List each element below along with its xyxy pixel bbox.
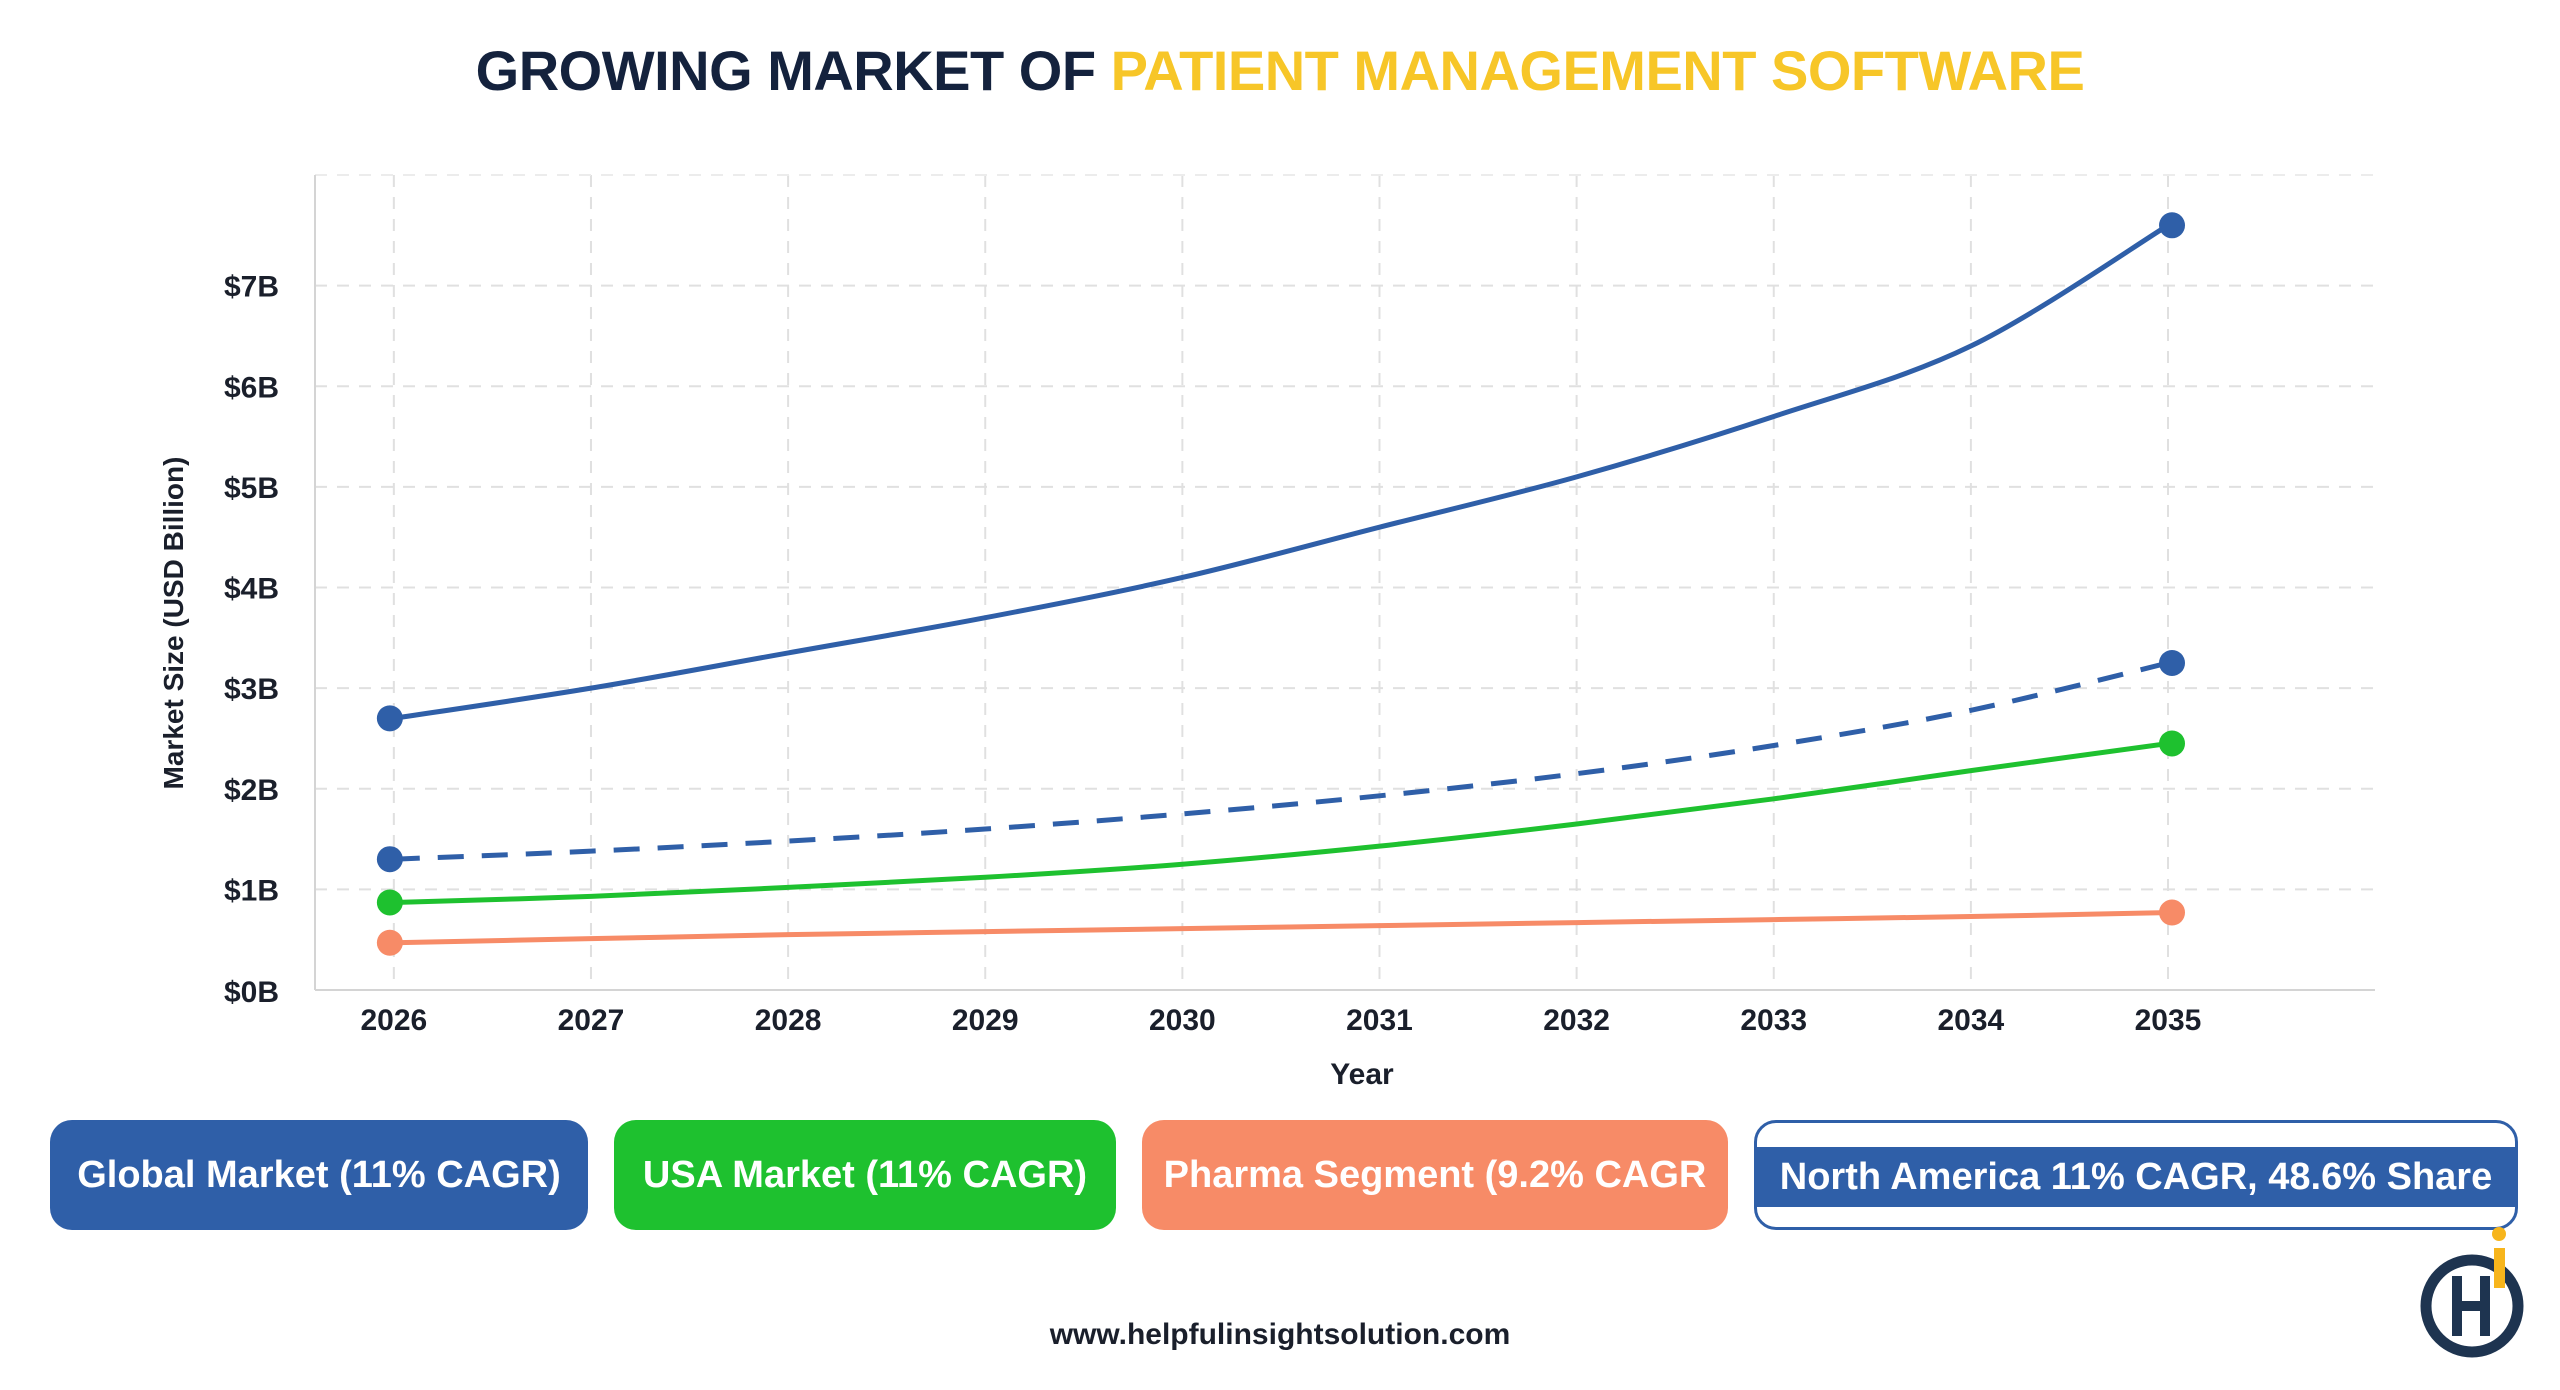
x-axis-label: Year <box>1330 1058 1394 1091</box>
series-lines <box>391 222 2171 946</box>
series-line-1 <box>393 660 2169 862</box>
x-tick-label: 2028 <box>755 1004 822 1037</box>
series-markers <box>376 212 2186 956</box>
data-point-marker <box>2159 899 2186 926</box>
data-point-marker <box>2159 730 2186 757</box>
x-tick-label: 2027 <box>558 1004 625 1037</box>
hi-brand-logo-icon <box>2420 1227 2524 1358</box>
data-point-marker <box>376 929 403 956</box>
y-tick-label: $5B <box>224 472 279 505</box>
y-tick-label: $3B <box>224 673 279 706</box>
y-tick-label: $0B <box>224 976 279 1009</box>
y-axis-label: Market Size (USD Billion) <box>158 457 189 790</box>
grid <box>315 174 2375 990</box>
y-tick-label: $4B <box>224 573 279 606</box>
y-tick-label: $7B <box>224 271 279 304</box>
legend-north-america-label: North America 11% CAGR, 48.6% Share <box>1757 1147 2515 1207</box>
x-tick-label: 2032 <box>1543 1004 1610 1037</box>
footer-url: www.helpfulinsightsolution.com <box>1049 1318 1511 1351</box>
legend-north-america: North America 11% CAGR, 48.6% Share <box>1754 1120 2518 1230</box>
data-point-marker <box>376 889 403 916</box>
data-point-marker <box>376 846 403 873</box>
x-tick-label: 2029 <box>952 1004 1019 1037</box>
y-tick-label: $2B <box>224 774 279 807</box>
legend-pharma-segment: Pharma Segment (9.2% CAGR <box>1142 1120 1728 1230</box>
y-tick-label: $1B <box>224 874 279 907</box>
series-line-2 <box>391 740 2171 905</box>
title-part-1: GROWING MARKET OF <box>475 39 1096 102</box>
axes <box>314 175 2375 991</box>
x-tick-label: 2033 <box>1740 1004 1807 1037</box>
title-part-2: PATIENT MANAGEMENT SOFTWARE <box>1110 39 2085 102</box>
x-tick-label: 2031 <box>1346 1004 1413 1037</box>
series-line-3 <box>391 910 2171 946</box>
data-point-marker <box>2159 649 2186 676</box>
x-tick-label: 2030 <box>1149 1004 1216 1037</box>
x-tick-label: 2026 <box>360 1004 427 1037</box>
tick-labels: $0B $1B $2B $3B $4B $5B $6B $7B 2026 2027 2028 2029… <box>224 271 2201 1037</box>
data-point-marker <box>2159 212 2186 239</box>
legend-usa-market: USA Market (11% CAGR) <box>614 1120 1116 1230</box>
chart-title: GROWING MARKET OF PATIENT MANAGEMENT SOF… <box>0 38 2560 103</box>
x-tick-label: 2035 <box>2135 1004 2202 1037</box>
data-point-marker <box>376 705 403 732</box>
series-line-0 <box>391 222 2171 721</box>
y-tick-label: $6B <box>224 371 279 404</box>
legend-global-market: Global Market (11% CAGR) <box>50 1120 588 1230</box>
x-tick-label: 2034 <box>1938 1004 2005 1037</box>
